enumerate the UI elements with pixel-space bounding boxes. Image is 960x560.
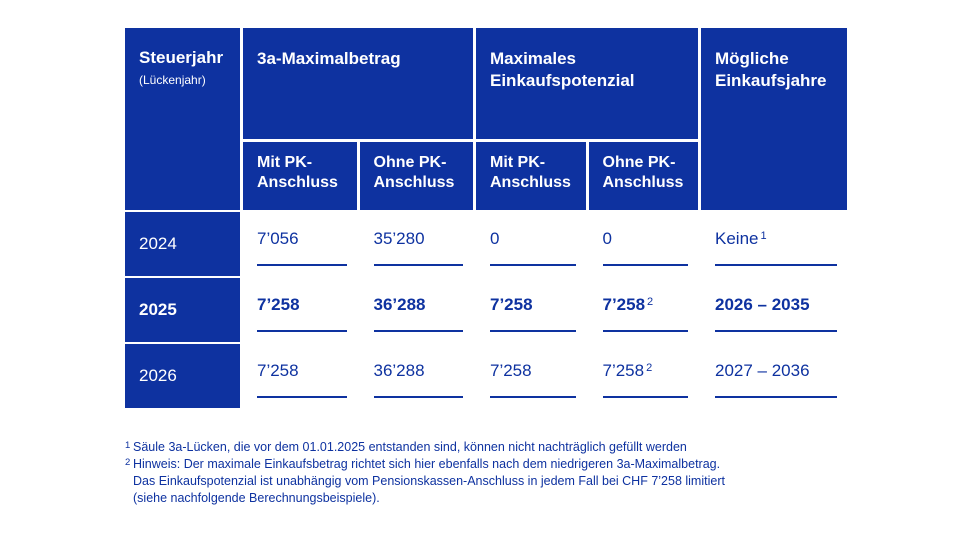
cell-value: 7’258 [257, 361, 299, 380]
cell-value: Keine [715, 229, 759, 248]
cell-underline [257, 330, 347, 332]
cell-underline [373, 396, 463, 398]
table-header: Steuerjahr (Lückenjahr) 3a-Maximalbetrag… [125, 28, 847, 210]
value-cell: 36’288 [360, 344, 474, 408]
header-steuerjahr-subtitle: (Lückenjahr) [139, 73, 206, 87]
value-cell: 0 [589, 212, 699, 276]
value-cell: 7’258 2 [589, 278, 699, 342]
header-group-einkaufspotenzial-subrow: Mit PK-Anschluss Ohne PK-Anschluss [476, 142, 698, 210]
subheader-mit-pk-2: Mit PK-Anschluss [476, 142, 586, 210]
row-group-cells: 7’258 7’258 2 [476, 278, 698, 342]
einkaufsjahre-cell: Keine 1 [701, 212, 847, 276]
header-group-einkaufspotenzial-title: Maximales Einkaufspotenzial [476, 28, 698, 139]
value-cell: 7’258 [243, 344, 357, 408]
value-cell: 7’258 [243, 278, 357, 342]
cell-value: 36’288 [373, 361, 425, 380]
value-cell: 36’288 [360, 278, 474, 342]
einkaufsjahre-cell: 2026 – 2035 [701, 278, 847, 342]
header-group-maximalbetrag-title: 3a-Maximalbetrag [243, 28, 473, 139]
subheader-ohne-pk-2: Ohne PK-Anschluss [588, 142, 698, 210]
cell-underline [715, 330, 837, 332]
cell-value: 7’258 [602, 361, 645, 380]
cell-value: 7’258 [602, 295, 646, 314]
footnote-line: (siehe nachfolgende Berechnungsbeispiele… [125, 490, 725, 507]
cell-value: 2027 – 2036 [715, 361, 810, 380]
footnote-line: 2 Hinweis: Der maximale Einkaufsbetrag r… [125, 456, 725, 473]
header-group-maximalbetrag-subrow: Mit PK-Anschluss Ohne PK-Anschluss [243, 142, 473, 210]
cell-underline [602, 264, 688, 266]
year-cell: 2024 [125, 212, 240, 276]
value-cell: 7’056 [243, 212, 357, 276]
cell-value: 7’258 [490, 295, 533, 314]
row-group-cells: 0 0 [476, 212, 698, 276]
cell-underline [490, 264, 576, 266]
header-steuerjahr-title: Steuerjahr [139, 48, 224, 67]
cell-underline [490, 330, 576, 332]
row-group-cells: 7’056 35’280 [243, 212, 473, 276]
cell-value: 7’056 [257, 229, 299, 248]
footnote-text: Hinweis: Der maximale Einkaufsbetrag ric… [133, 457, 721, 471]
cell-underline [602, 396, 688, 398]
row-group-cells: 7’258 36’288 [243, 278, 473, 342]
cell-value: 2026 – 2035 [715, 295, 810, 314]
cell-value: 0 [490, 229, 500, 248]
footnote-marker: 2 [647, 296, 654, 308]
value-cell: 0 [476, 212, 586, 276]
footnote-text: Das Einkaufspotenzial ist unabhängig vom… [133, 474, 725, 488]
cell-underline [257, 396, 347, 398]
value-cell: 7’258 [476, 344, 586, 408]
einkaufsjahre-cell: 2027 – 2036 [701, 344, 847, 408]
footnote-marker: 2 [646, 362, 653, 374]
value-cell: 7’258 [476, 278, 586, 342]
year-cell: 2026 [125, 344, 240, 408]
value-cell: 35’280 [360, 212, 474, 276]
row-group-cells: 7’258 7’258 2 [476, 344, 698, 408]
cell-underline [715, 264, 837, 266]
footnote-text: Säule 3a-Lücken, die vor dem 01.01.2025 … [133, 440, 687, 454]
subheader-ohne-pk: Ohne PK-Anschluss [359, 142, 473, 210]
year-cell: 2025 [125, 278, 240, 342]
cell-value: 7’258 [257, 295, 300, 314]
header-einkaufsjahre: Mögliche Einkaufsjahre [701, 28, 847, 210]
cell-underline [373, 264, 463, 266]
header-group-einkaufspotenzial: Maximales Einkaufspotenzial Mit PK-Ansch… [476, 28, 698, 210]
footnotes: 1 Säule 3a-Lücken, die vor dem 01.01.202… [125, 439, 725, 507]
table-row: 2026 7’258 36’288 7’258 7’258 2 2027 – 20… [125, 344, 847, 408]
cell-value: 35’280 [373, 229, 425, 248]
footnote-line: 1 Säule 3a-Lücken, die vor dem 01.01.202… [125, 439, 725, 456]
cell-underline [373, 330, 463, 332]
table-row: 2024 7’056 35’280 0 0 Keine 1 [125, 212, 847, 276]
cell-value: 0 [602, 229, 612, 248]
header-steuerjahr: Steuerjahr (Lückenjahr) [125, 28, 240, 210]
header-group-maximalbetrag: 3a-Maximalbetrag Mit PK-Anschluss Ohne P… [243, 28, 473, 210]
footnote-marker: 1 [760, 230, 767, 242]
cell-underline [602, 330, 688, 332]
cell-underline [715, 396, 837, 398]
footnote-sup [125, 471, 133, 488]
row-group-cells: 7’258 36’288 [243, 344, 473, 408]
cell-value: 7’258 [490, 361, 532, 380]
footnote-sup: 2 [125, 457, 131, 468]
footnote-sup: 1 [125, 440, 131, 451]
subheader-mit-pk: Mit PK-Anschluss [243, 142, 357, 210]
footnote-line: Das Einkaufspotenzial ist unabhängig vom… [125, 473, 725, 490]
value-cell: 7’258 2 [589, 344, 699, 408]
table-row: 2025 7’258 36’288 7’258 7’258 2 2026 – 20… [125, 278, 847, 342]
cell-underline [490, 396, 576, 398]
pension-table: Steuerjahr (Lückenjahr) 3a-Maximalbetrag… [125, 28, 847, 408]
cell-underline [257, 264, 347, 266]
footnote-sup [125, 488, 133, 505]
cell-value: 36’288 [373, 295, 426, 314]
footnote-text: (siehe nachfolgende Berechnungsbeispiele… [133, 491, 380, 505]
